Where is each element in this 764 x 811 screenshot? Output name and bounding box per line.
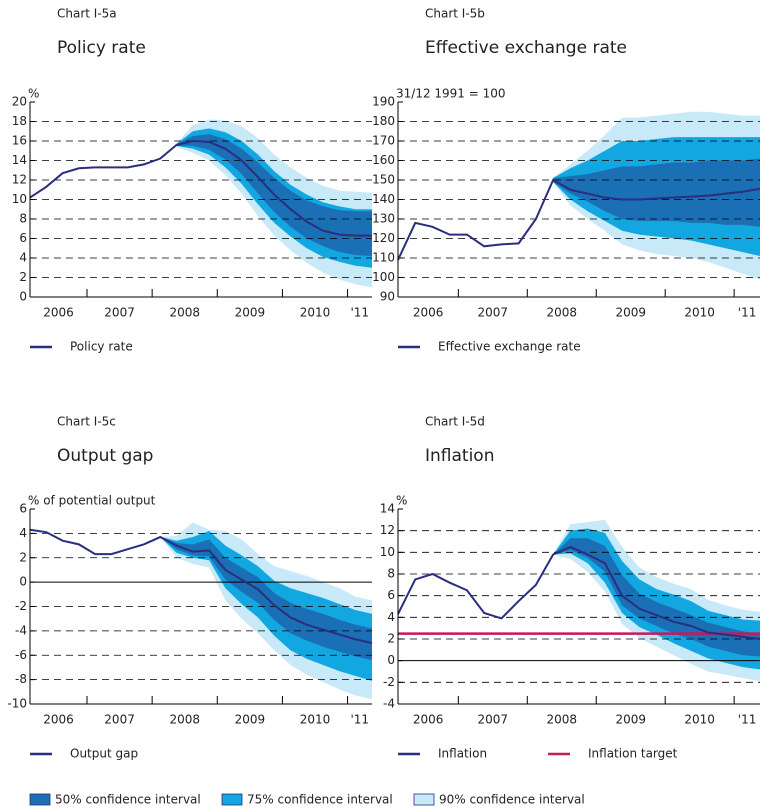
y-tick-label: 90	[380, 290, 395, 304]
confidence-band	[553, 158, 760, 227]
x-tick-label: 2009	[615, 306, 646, 320]
y-tick-label: 160	[372, 153, 395, 167]
y-tick-label: 6	[387, 588, 395, 602]
y-tick-label: 16	[12, 134, 27, 148]
axis-unit: 31/12 1991 = 100	[396, 87, 506, 101]
y-tick-label: 4	[19, 526, 27, 540]
y-tick-label: 10	[380, 545, 395, 559]
x-tick-label: 2007	[104, 306, 135, 320]
x-tick-label: 2008	[169, 713, 200, 727]
y-tick-label: 2	[387, 632, 395, 646]
y-tick-label: 130	[372, 212, 395, 226]
x-tick-label: 2006	[43, 306, 74, 320]
axis-unit: %	[396, 494, 407, 508]
y-tick-label: 4	[19, 251, 27, 265]
x-tick-label: '11	[738, 713, 757, 727]
y-tick-label: -4	[15, 623, 27, 637]
y-tick-label: -10	[7, 697, 27, 711]
y-tick-label: -2	[383, 675, 395, 689]
legend-label: Inflation target	[588, 747, 678, 761]
y-tick-label: 180	[372, 114, 395, 128]
x-tick-label: 2007	[104, 713, 135, 727]
x-tick-label: '11	[738, 306, 757, 320]
legend-label: Inflation	[438, 747, 487, 761]
x-tick-label: 2006	[413, 306, 444, 320]
y-tick-label: 8	[387, 567, 395, 581]
chart-title: Policy rate	[57, 38, 146, 58]
y-tick-label: 140	[372, 192, 395, 206]
x-tick-label: 2008	[546, 713, 577, 727]
x-tick-label: 2009	[615, 713, 646, 727]
legend-label: Policy rate	[70, 340, 133, 354]
axis-unit: %	[28, 87, 39, 101]
y-tick-label: 14	[380, 502, 395, 516]
x-tick-label: 2010	[300, 713, 331, 727]
chart-label: Chart I-5d	[425, 415, 485, 429]
confidence-band	[553, 538, 760, 657]
legend-label: Effective exchange rate	[438, 340, 581, 354]
x-tick-label: 2010	[684, 713, 715, 727]
y-tick-label: 100	[372, 270, 395, 284]
x-tick-label: 2006	[413, 713, 444, 727]
chart-title: Effective exchange rate	[425, 38, 627, 58]
x-tick-label: 2008	[546, 306, 577, 320]
legend-label: 90% confidence interval	[439, 793, 585, 807]
legend-swatch	[413, 793, 435, 806]
y-tick-label: 2	[19, 270, 27, 284]
y-tick-label: 12	[380, 523, 395, 537]
x-tick-label: 2006	[43, 713, 74, 727]
y-tick-label: 14	[12, 153, 27, 167]
chart-label: Chart I-5a	[57, 7, 117, 21]
legend-label: Output gap	[70, 747, 138, 761]
legend-label: 50% confidence interval	[55, 793, 201, 807]
legend-swatch	[221, 793, 243, 806]
x-tick-label: 2008	[169, 306, 200, 320]
x-tick-label: 2007	[478, 713, 509, 727]
x-tick-label: 2007	[478, 306, 509, 320]
series-line	[29, 139, 372, 237]
y-tick-label: 6	[19, 502, 27, 516]
y-tick-label: 0	[19, 290, 27, 304]
y-tick-label: 150	[372, 173, 395, 187]
legend-swatch	[29, 793, 51, 806]
y-tick-label: 120	[372, 231, 395, 245]
series-line	[397, 178, 761, 261]
x-tick-label: 2010	[300, 306, 331, 320]
y-tick-label: 20	[12, 95, 27, 109]
chart-label: Chart I-5b	[425, 7, 485, 21]
y-tick-label: 190	[372, 95, 395, 109]
y-tick-label: 110	[372, 251, 395, 265]
x-tick-label: 2009	[235, 306, 266, 320]
y-tick-label: 170	[372, 134, 395, 148]
y-tick-label: 18	[12, 114, 27, 128]
series-line	[29, 528, 373, 645]
y-tick-label: -8	[15, 672, 27, 686]
y-tick-label: -6	[15, 648, 27, 662]
x-tick-label: '11	[350, 713, 369, 727]
x-tick-label: 2010	[684, 306, 715, 320]
y-tick-label: 4	[387, 610, 395, 624]
y-tick-label: 2	[19, 550, 27, 564]
chart-title: Inflation	[425, 446, 494, 466]
y-tick-label: 0	[387, 653, 395, 667]
y-tick-label: 8	[19, 212, 27, 226]
legend-label: 75% confidence interval	[247, 793, 393, 807]
y-tick-label: 10	[12, 192, 27, 206]
y-tick-label: -2	[15, 599, 27, 613]
y-tick-label: 6	[19, 231, 27, 245]
axis-unit: % of potential output	[28, 494, 156, 508]
series-line	[397, 545, 761, 640]
y-tick-label: 12	[12, 173, 27, 187]
chart-label: Chart I-5c	[57, 415, 116, 429]
chart-title: Output gap	[57, 446, 153, 466]
x-tick-label: '11	[350, 306, 369, 320]
x-tick-label: 2009	[235, 713, 266, 727]
y-tick-label: 0	[19, 575, 27, 589]
y-tick-label: -4	[383, 697, 395, 711]
